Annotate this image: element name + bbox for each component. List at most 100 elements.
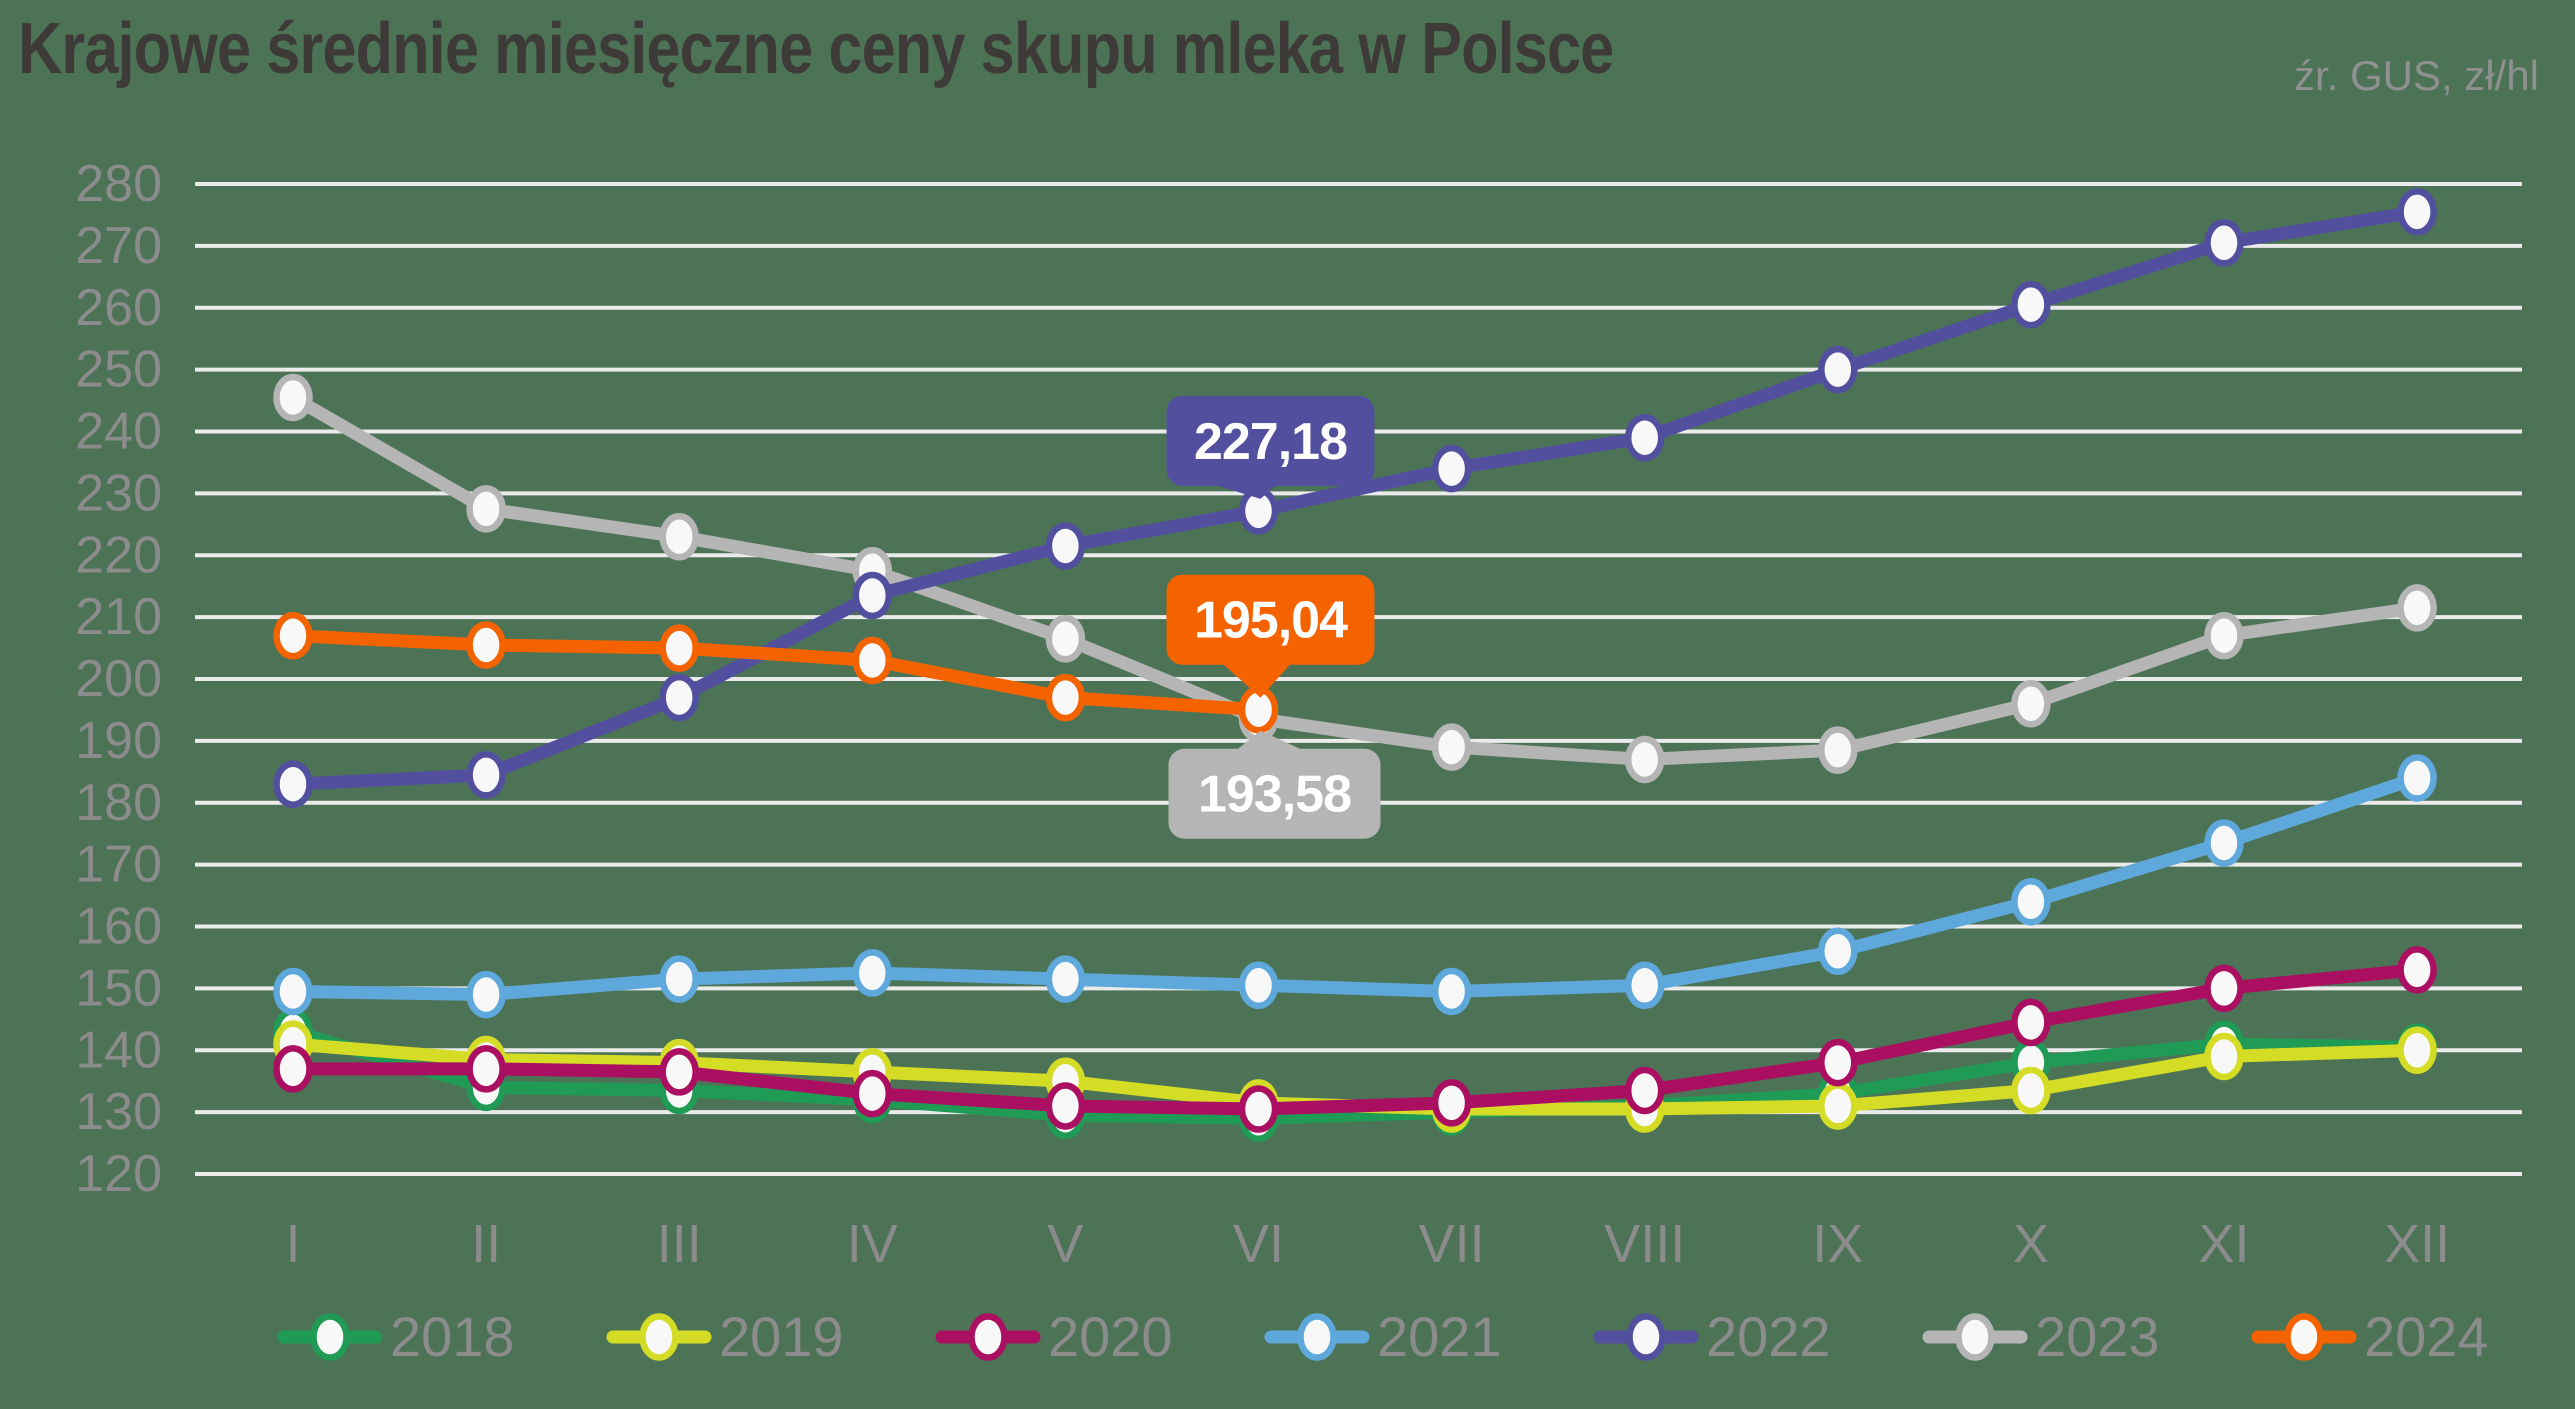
series-2022 [273, 188, 2437, 808]
series-line-2020 [286, 963, 2424, 1116]
data-point-2021-IV [852, 949, 893, 997]
data-point-2023-VIII [1624, 735, 1665, 784]
y-axis-label: 260 [75, 279, 162, 337]
data-point-2022-III [659, 673, 699, 722]
y-axis-label: 190 [75, 712, 162, 770]
legend-marker-2020 [968, 1313, 1008, 1361]
legend-label-2022: 2022 [1706, 1305, 1831, 1368]
y-axis-label: 150 [75, 959, 162, 1017]
data-point-2023-IX [1818, 726, 1858, 774]
legend-label-2024: 2024 [2364, 1305, 2489, 1368]
callout-2022: 227,18 [1166, 395, 1375, 499]
series-2023 [273, 373, 2437, 784]
data-point-2022-I [273, 760, 313, 808]
data-point-2021-VIII [1624, 961, 1665, 1010]
legend-marker-2022 [1626, 1313, 1666, 1361]
data-point-2019-IX [1818, 1082, 1858, 1130]
callout-2024: 195,04 [1166, 574, 1375, 698]
data-point-2022-XII [2397, 188, 2437, 236]
data-point-2021-III [659, 955, 699, 1003]
data-point-2021-XII [2397, 754, 2437, 802]
x-axis-label-VI: VI [1233, 1214, 1284, 1274]
data-point-2022-VII [1431, 444, 1472, 493]
data-point-2019-X [2011, 1066, 2051, 1115]
x-axis-label-XI: XI [2198, 1214, 2249, 1274]
callout-value-2024: 195,04 [1194, 592, 1348, 650]
x-axis-label-XII: XII [2384, 1214, 2450, 1274]
data-point-2020-XII [2397, 946, 2437, 994]
legend-marker-2021 [1297, 1313, 1337, 1361]
x-axis-label-VII: VII [1419, 1214, 1485, 1274]
x-axis-label-VIII: VIII [1604, 1214, 1685, 1274]
y-axis-label: 280 [75, 155, 162, 213]
callout-tail-2024 [1220, 661, 1293, 698]
data-point-2023-III [659, 512, 699, 561]
data-point-2022-IX [1818, 345, 1858, 394]
data-point-2020-III [659, 1048, 699, 1096]
legend-marker-2024 [2284, 1313, 2324, 1361]
callout-tail-2023 [1234, 730, 1307, 752]
x-axis-label-I: I [285, 1214, 300, 1274]
x-axis-label-IX: IX [1812, 1214, 1863, 1274]
legend-marker-2023 [1955, 1313, 1995, 1361]
y-axis-label: 240 [75, 403, 162, 461]
data-point-2022-X [2011, 280, 2051, 329]
y-axis-label: 270 [75, 217, 162, 275]
data-point-2023-XII [2397, 584, 2437, 632]
data-point-2023-I [273, 373, 313, 422]
legend-item-2020: 2020 [935, 1305, 1173, 1368]
series-line-2021 [286, 771, 2424, 1002]
y-axis-label: 140 [75, 1021, 162, 1079]
callout-box-2023 [1168, 748, 1381, 839]
data-point-2024-IV [852, 636, 893, 685]
y-axis-label: 180 [75, 774, 162, 832]
legend-marker-2019 [639, 1313, 679, 1361]
data-point-2021-VII [1431, 967, 1472, 1016]
data-point-2023-X [2011, 680, 2051, 728]
data-point-2021-I [273, 967, 313, 1016]
legend-label-2020: 2020 [1048, 1305, 1173, 1368]
series-line-2022 [286, 205, 2424, 791]
data-point-2020-VIII [1624, 1066, 1665, 1115]
data-point-2024-II [466, 621, 506, 669]
data-point-2020-I [273, 1045, 313, 1093]
y-axis-label: 130 [75, 1083, 162, 1141]
y-axis-label: 250 [75, 341, 162, 399]
data-point-2023-XI [2204, 611, 2244, 660]
legend-item-2022: 2022 [1593, 1305, 1831, 1368]
x-axis-label-X: X [2013, 1214, 2049, 1274]
series-2020 [273, 946, 2437, 1133]
series-2024 [273, 611, 1279, 734]
data-point-2023-V [1045, 615, 1086, 663]
data-point-2021-XI [2204, 819, 2244, 867]
callout-box-2024 [1166, 574, 1375, 665]
callout-box-2022 [1166, 395, 1375, 486]
y-axis-label: 120 [75, 1145, 162, 1203]
data-point-2020-IX [1818, 1038, 1858, 1087]
data-point-2021-V [1045, 955, 1086, 1003]
data-point-2020-II [466, 1045, 506, 1093]
data-point-2022-VIII [1624, 413, 1665, 462]
data-point-2022-IV [852, 571, 893, 620]
data-point-2020-V [1045, 1082, 1086, 1130]
legend-item-2024: 2024 [2251, 1305, 2489, 1368]
data-point-2020-X [2011, 998, 2051, 1047]
legend-item-2019: 2019 [606, 1305, 844, 1368]
data-point-2024-V [1045, 673, 1086, 722]
y-axis-label: 200 [75, 650, 162, 708]
legend-marker-2018 [310, 1313, 350, 1361]
x-axis-label-III: III [657, 1214, 702, 1274]
series-2021 [273, 754, 2437, 1019]
data-point-2021-VI [1238, 961, 1279, 1010]
data-point-2022-V [1045, 522, 1086, 570]
callout-tail-2022 [1208, 482, 1279, 499]
data-point-2021-IX [1818, 927, 1858, 975]
y-axis-label: 220 [75, 526, 162, 584]
data-point-2024-III [659, 624, 699, 672]
legend-item-2021: 2021 [1264, 1305, 1502, 1368]
data-point-2020-VI [1238, 1085, 1279, 1133]
legend-label-2023: 2023 [2035, 1305, 2160, 1368]
callout-value-2022: 227,18 [1194, 413, 1347, 471]
